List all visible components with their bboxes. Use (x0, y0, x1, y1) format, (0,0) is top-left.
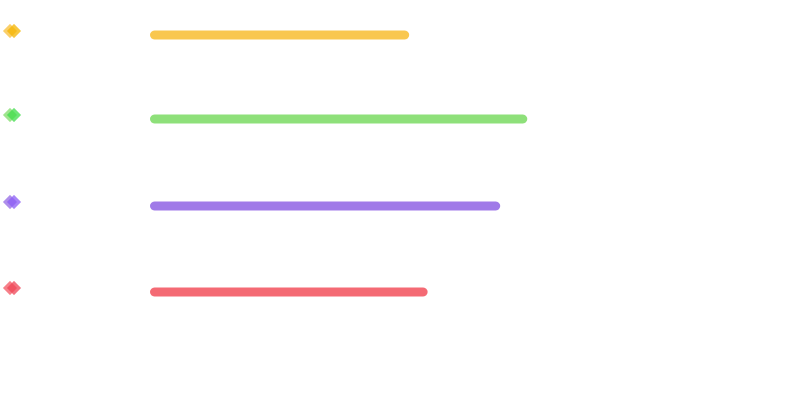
bar (150, 114, 528, 124)
bar (150, 287, 428, 297)
bar (150, 201, 501, 211)
diamond-icon-front (6, 280, 22, 296)
diamond-icon (2, 107, 22, 123)
diamond-icon (2, 23, 22, 39)
diamond-icon-front (6, 23, 22, 39)
diamond-icon (2, 280, 22, 296)
bar (150, 30, 410, 40)
diamond-icon (2, 194, 22, 210)
